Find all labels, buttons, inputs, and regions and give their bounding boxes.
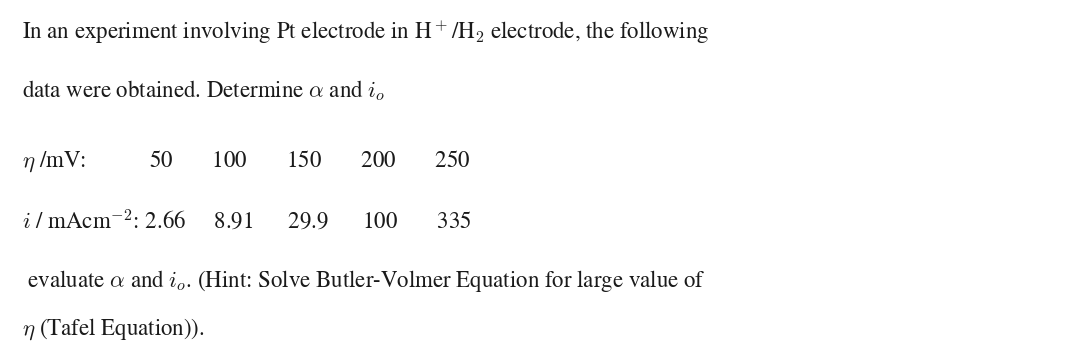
Text: $\eta$ /mV:           50       100       150       200       250: $\eta$ /mV: 50 100 150 200 250 (22, 148, 471, 174)
Text: evaluate $\alpha$ and $i_o$. (Hint: Solve Butler-Volmer Equation for large value: evaluate $\alpha$ and $i_o$. (Hint: Solv… (22, 268, 705, 294)
Text: In an experiment involving Pt electrode in H$^+$/H$_2$ electrode, the following: In an experiment involving Pt electrode … (22, 18, 710, 45)
Text: $i$ / mAcm$^{-2}$: 2.66     8.91      29.9      100       335: $i$ / mAcm$^{-2}$: 2.66 8.91 29.9 100 33… (22, 208, 472, 233)
Text: $\eta$ (Tafel Equation)).: $\eta$ (Tafel Equation)). (22, 316, 204, 341)
Text: data were obtained. Determine $\alpha$ and $i_o$: data were obtained. Determine $\alpha$ a… (22, 78, 384, 103)
